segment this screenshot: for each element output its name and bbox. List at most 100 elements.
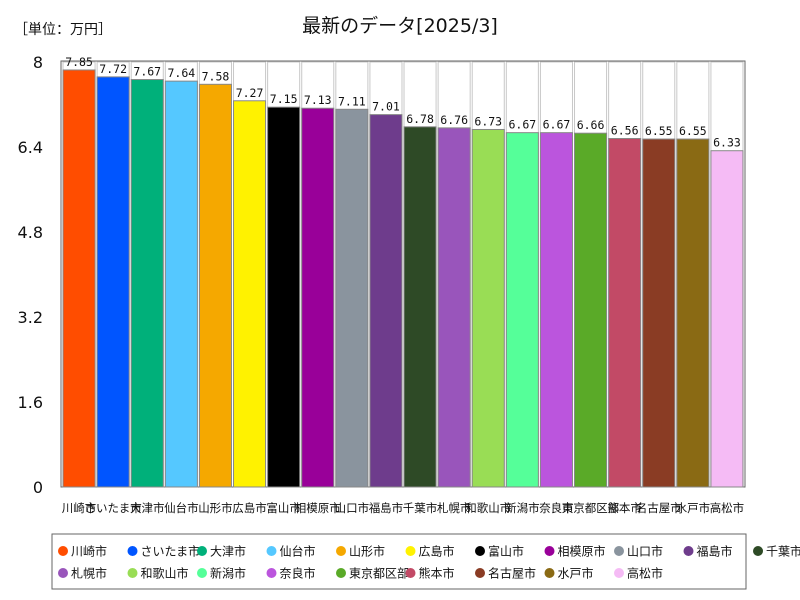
legend-marker	[544, 568, 555, 578]
bar	[574, 132, 608, 488]
bar	[267, 106, 301, 488]
unit-label: ［単位：万円］	[14, 22, 112, 38]
bar	[710, 150, 744, 488]
x-tick-label: 相模原市	[295, 501, 341, 515]
value-label: 7.72	[99, 62, 127, 76]
x-tick-label: 千葉市	[403, 501, 438, 515]
value-label: 6.56	[611, 124, 639, 138]
y-tick-label: 4.8	[18, 223, 43, 242]
bar	[471, 128, 505, 488]
x-tick-label: 福島市	[369, 501, 404, 515]
legend-label: 奈良市	[280, 566, 316, 581]
x-tick-label: 熊本市	[607, 501, 642, 515]
bar	[608, 138, 642, 488]
value-label: 7.27	[236, 86, 264, 100]
y-tick-label: 6.4	[18, 138, 43, 157]
legend-label: 川崎市	[71, 544, 107, 559]
bars	[62, 61, 744, 488]
value-label: 6.55	[645, 124, 673, 138]
legend-marker	[683, 546, 694, 556]
legend-marker	[475, 546, 485, 556]
legend-marker	[405, 568, 416, 578]
legend-label: 千葉市	[766, 544, 800, 559]
legend-marker	[753, 546, 763, 556]
bar	[335, 108, 369, 488]
value-label: 7.11	[338, 94, 366, 108]
bar	[676, 138, 710, 488]
value-label: 7.15	[270, 92, 298, 106]
x-tick-label: 新潟市	[505, 501, 540, 515]
legend-marker	[544, 546, 555, 556]
bar	[62, 69, 96, 488]
bar	[96, 76, 130, 488]
legend-marker	[614, 546, 624, 556]
value-label: 6.33	[713, 136, 741, 150]
bar	[403, 126, 437, 488]
legend-marker	[336, 568, 346, 578]
legend-marker	[266, 546, 277, 556]
legend-label: 水戸市	[558, 566, 594, 581]
chart-title: 最新のデータ[2025/3]	[302, 15, 498, 37]
y-axis: 0 1.6 3.2 4.8 6.4 8	[18, 53, 43, 497]
legend-marker	[405, 546, 416, 556]
value-label: 7.13	[304, 93, 332, 107]
legend	[51, 533, 747, 590]
bar	[301, 107, 335, 488]
x-tick-label: 水戸市	[676, 501, 711, 515]
legend-label: 広島市	[419, 544, 455, 559]
value-label: 6.66	[577, 118, 605, 132]
value-label: 7.85	[65, 55, 93, 69]
legend-label: 山形市	[349, 544, 385, 559]
x-tick-label: 奈良市	[539, 501, 574, 515]
x-tick-label: 和歌山市	[465, 501, 511, 515]
value-label: 6.76	[440, 113, 468, 127]
value-label: 6.67	[543, 118, 571, 132]
legend-marker	[197, 546, 207, 556]
legend-label: 仙台市	[280, 544, 316, 559]
legend-label: 大津市	[210, 544, 246, 559]
y-tick-label: 8	[33, 53, 43, 72]
legend-label: 和歌山市	[141, 566, 189, 581]
value-label: 6.73	[474, 114, 502, 128]
legend-marker	[336, 546, 346, 556]
x-tick-label: 大津市	[130, 501, 165, 515]
bar	[437, 127, 471, 488]
legend-marker	[614, 568, 624, 578]
legend-label: 札幌市	[71, 566, 107, 581]
legend-marker	[127, 568, 138, 578]
bar	[198, 83, 232, 488]
value-labels: 7.85 7.72 7.67 7.64 7.58 7.27 7.15 7.13 7.11 7.01…	[65, 55, 741, 150]
legend-label: さいたま市	[141, 544, 201, 559]
value-label: 6.67	[508, 118, 536, 132]
legend-marker	[197, 568, 207, 578]
legend-marker	[58, 568, 68, 578]
value-label: 6.55	[679, 124, 707, 138]
legend-label: 福島市	[697, 544, 733, 559]
bar	[164, 80, 198, 488]
y-tick-label: 3.2	[18, 308, 43, 327]
bar	[233, 100, 267, 488]
value-label: 6.78	[406, 112, 434, 126]
value-label: 7.01	[372, 100, 400, 114]
x-tick-label: 川崎市	[62, 501, 97, 515]
x-tick-label: 高松市	[710, 501, 745, 515]
x-tick-label: 山口市	[335, 501, 370, 515]
bar	[369, 114, 403, 488]
value-label: 7.58	[202, 69, 230, 83]
x-tick-label: 山形市	[198, 501, 233, 515]
y-tick-label: 0	[33, 478, 43, 497]
legend-label: 東京都区部	[349, 566, 409, 581]
value-label: 7.64	[167, 66, 195, 80]
legend-marker	[475, 568, 485, 578]
bar	[642, 138, 676, 488]
x-tick-label: 札幌市	[437, 501, 472, 515]
x-tick-label: 仙台市	[164, 501, 199, 515]
legend-marker	[58, 546, 68, 556]
bar	[130, 79, 164, 488]
legend-label: 相模原市	[558, 544, 606, 559]
legend-label: 名古屋市	[488, 566, 536, 581]
bar	[539, 132, 573, 488]
legend-marker	[266, 568, 277, 578]
